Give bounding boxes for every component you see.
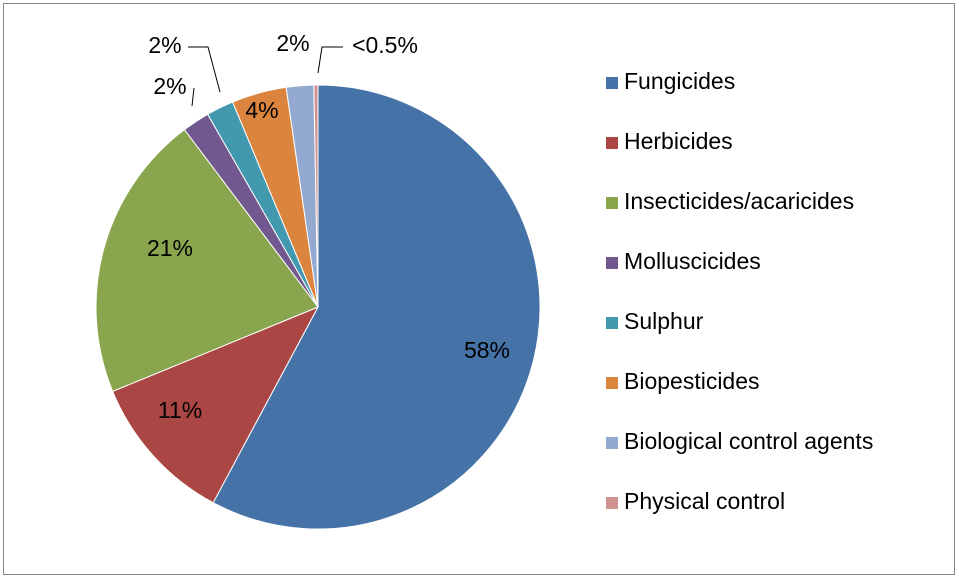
- pie-slice: [112, 306, 320, 504]
- legend-swatch: [606, 497, 618, 509]
- legend-swatch: [606, 137, 618, 149]
- legend-swatch: [606, 197, 618, 209]
- legend-label: Molluscicides: [624, 248, 761, 274]
- legend-swatch: [606, 77, 618, 89]
- pie-slice: [95, 128, 319, 393]
- data-label: 58%: [464, 337, 510, 363]
- data-label: 2%: [148, 32, 181, 58]
- legend-label: Biological control agents: [624, 428, 873, 454]
- legend-label: Physical control: [624, 488, 785, 514]
- data-label: 2%: [276, 30, 309, 56]
- legend-label: Biopesticides: [624, 368, 760, 394]
- legend-label: Sulphur: [624, 308, 704, 334]
- leader-line: [191, 87, 195, 107]
- leader-line: [317, 46, 343, 74]
- legend-swatch: [606, 257, 618, 269]
- data-label: 4%: [245, 97, 278, 123]
- pie-slice: [313, 84, 319, 308]
- legend-label: Herbicides: [624, 128, 733, 154]
- data-label: 11%: [158, 397, 202, 423]
- legend-swatch: [606, 317, 618, 329]
- data-label: 21%: [147, 235, 193, 261]
- legend-swatch: [606, 437, 618, 449]
- leader-line: [188, 46, 221, 93]
- data-label: <0.5%: [352, 32, 418, 58]
- legend-label: Fungicides: [624, 68, 735, 94]
- data-label: 2%: [153, 73, 186, 99]
- legend-label: Insecticides/acaricides: [624, 188, 854, 214]
- legend-swatch: [606, 377, 618, 389]
- pie-slice: [212, 84, 541, 530]
